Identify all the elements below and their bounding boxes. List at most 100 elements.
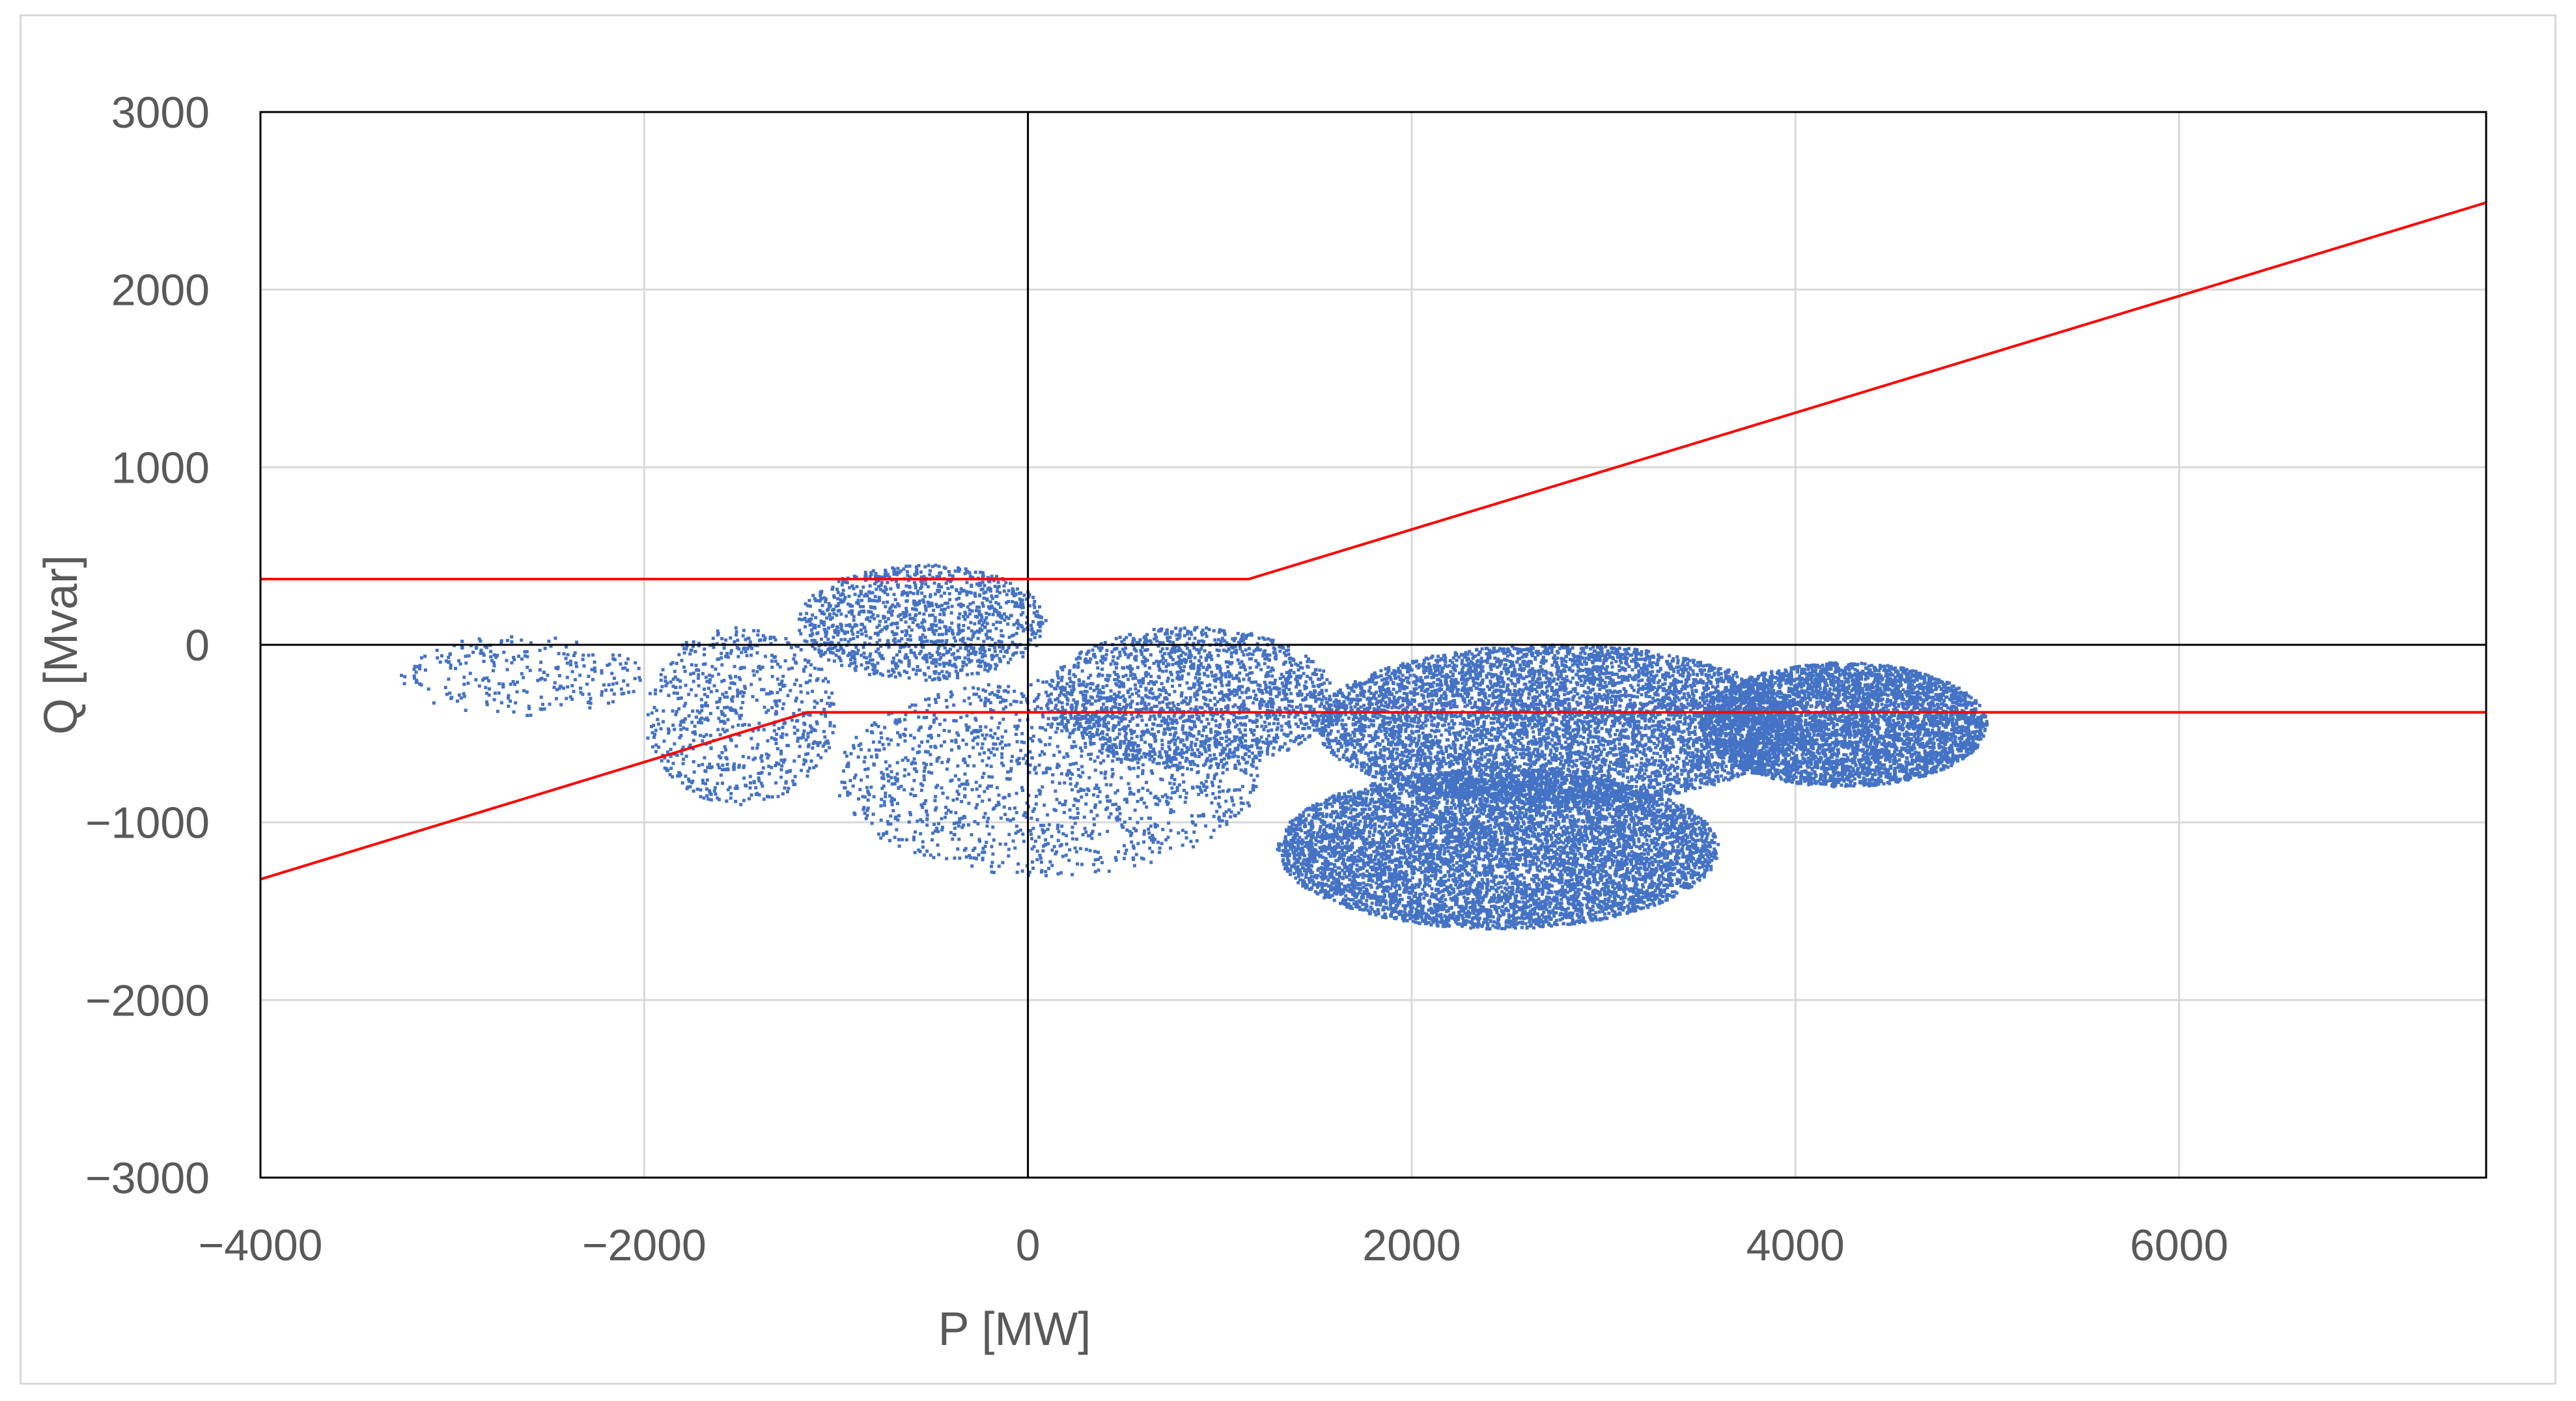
scatter-point [1133,749,1137,753]
scatter-point [945,767,949,771]
scatter-point [990,594,994,598]
scatter-point [983,649,987,653]
scatter-point [783,786,787,790]
scatter-point [880,580,884,584]
scatter-point [696,676,700,680]
scatter-point [824,634,828,638]
scatter-point [708,762,712,766]
scatter-point [780,735,784,739]
scatter-point [1084,802,1088,806]
scatter-point [956,764,960,768]
scatter-point [1233,703,1237,707]
scatter-point [1114,858,1118,862]
scatter-point [1039,789,1043,793]
scatter-point [912,736,916,740]
scatter-point [720,751,724,754]
scatter-point [957,733,960,737]
scatter-point [1278,649,1282,653]
scatter-point [1007,832,1011,836]
scatter-point [792,653,796,657]
scatter-point [758,638,761,642]
scatter-point [797,617,801,621]
scatter-point [893,640,897,644]
scatter-point [819,619,823,623]
scatter-point [1222,814,1226,817]
scatter-point [716,706,720,709]
scatter-point [961,738,965,742]
scatter-point [684,754,688,758]
scatter-point [952,636,956,640]
scatter-point [836,597,840,601]
scatter-point [664,675,667,679]
scatter-point [850,629,854,633]
scatter-point [1057,676,1061,680]
scatter-point [809,673,813,677]
scatter-point [724,690,728,694]
scatter-point [1110,768,1114,771]
scatter-point [982,621,986,625]
scatter-point [983,851,987,855]
scatter-point [538,668,542,672]
scatter-point [1140,718,1144,722]
scatter-point [1258,706,1262,710]
scatter-point [1177,767,1181,771]
scatter-point [1210,707,1214,711]
scatter-point [705,679,709,683]
scatter-point [934,602,938,606]
scatter-point [1171,718,1175,722]
scatter-point [918,849,922,853]
scatter-point [940,828,944,832]
scatter-point [757,793,761,797]
scatter-point [1117,732,1121,736]
scatter-point [925,763,929,767]
scatter-point [1212,736,1216,740]
scatter-point [907,644,911,648]
scatter-point [1158,750,1162,754]
scatter-point [1034,802,1038,806]
scatter-point [1072,816,1076,820]
scatter-point [1131,716,1135,720]
scatter-point [1218,664,1222,668]
scatter-point [973,736,977,740]
scatter-point [959,602,963,606]
scatter-point [835,587,839,591]
scatter-point [764,655,767,658]
scatter-point [1069,713,1072,717]
scatter-point [1122,666,1126,670]
scatter-point [934,623,938,627]
scatter-point [889,605,893,609]
scatter-point [1260,703,1264,707]
scatter-point [1205,757,1209,761]
scatter-point [1055,765,1059,769]
scatter-point [879,731,883,735]
scatter-point [947,592,951,595]
scatter-point [1148,846,1152,850]
scatter-point [804,602,807,606]
scatter-point [761,784,764,788]
scatter-point [675,710,679,714]
scatter-point [929,753,932,757]
scatter-point [871,658,875,662]
scatter-point [986,629,990,633]
scatter-point [923,595,927,599]
scatter-point [619,687,623,691]
scatter-point [1184,718,1188,722]
scatter-point [1173,645,1177,649]
scatter-point [1231,677,1235,681]
scatter-point [1252,729,1256,732]
scatter-point [1123,734,1127,738]
scatter-point [1165,697,1169,701]
scatter-point [435,649,439,652]
scatter-point [673,752,677,756]
scatter-point [692,789,695,793]
scatter-point [926,739,930,743]
scatter-point [1111,743,1115,746]
scatter-point [1213,741,1217,744]
scatter-point [983,625,987,629]
scatter-point [684,683,688,687]
scatter-point [992,655,996,658]
scatter-point [681,745,685,749]
scatter-point [1063,688,1067,692]
scatter-point [1132,755,1135,759]
scatter-point [708,678,712,681]
